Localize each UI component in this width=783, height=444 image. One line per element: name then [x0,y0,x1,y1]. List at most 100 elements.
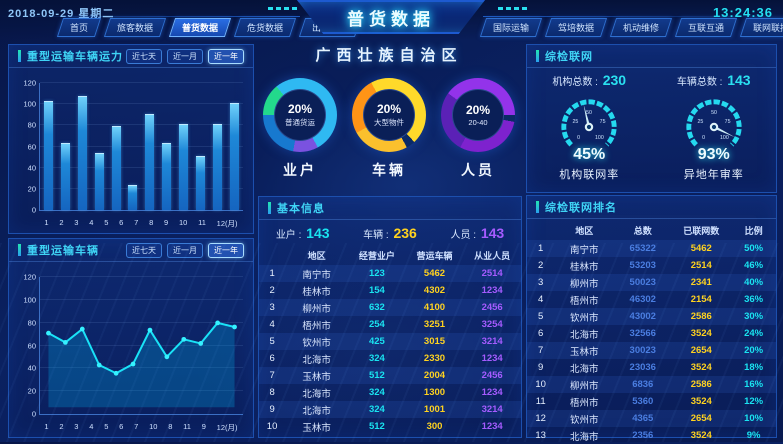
panel-accent [18,50,21,62]
table-row: 5 钦州市 425 3015 3214 [259,333,521,350]
tab-right-2[interactable]: 机动维修 [609,18,673,37]
column-header [527,221,554,240]
table-row: 2 桂林市 154 4302 1234 [259,282,521,299]
table-row: 12 钦州市 4365 2654 10% [527,410,776,427]
stat-value: 143 [727,72,751,88]
donut-charts: 20% 普通货运 业户 20% 大型物件 车辆 20% 20-40 人员 [258,78,520,180]
tab-label: 互联互通 [688,23,725,33]
bar [128,184,138,210]
table-cell: 53203 [629,260,656,271]
tab-left-0[interactable]: 首页 [56,18,102,37]
gauge-dial: 0 25 50 75 100 [686,99,742,147]
filter-btn-0[interactable]: 近七天 [126,48,162,64]
filter-btn-1[interactable]: 近一月 [167,48,203,64]
table-cell: 2654 [690,345,712,356]
x-tick-label: 4 [89,422,94,431]
stat-2: 人员 : 143 [450,225,504,243]
x-tick-label: 4 [89,218,94,227]
header: 2018-09-29 星期二 13:24:36 首页旅客数据普货数据危货数据出租… [0,0,783,40]
table-cell: 65322 [629,243,656,254]
bar [77,95,87,210]
table-cell: 9% [746,430,761,441]
filter-btn-2[interactable]: 近一年 [208,242,244,258]
filter-btn-2[interactable]: 近一年 [208,48,244,64]
table-cell: 北海市 [569,329,599,341]
tab-right-4[interactable]: 联网联控 [739,18,783,37]
donut-label: 人员 [461,162,495,178]
table-cell: 30023 [629,345,656,356]
table-cell: 2456 [481,370,503,381]
gridline [40,276,243,277]
table-cell: 3254 [481,319,503,330]
table-row: 3 柳州市 50023 2341 40% [527,274,776,291]
x-tick-label: 2 [59,218,64,227]
region-title: 广西壮族自治区 [315,47,463,64]
bar [43,101,53,210]
tab-label: 危货数据 [247,23,284,33]
table-cell: 1234 [481,387,503,398]
donut-center: 20% 20-40 [441,78,515,152]
table-cell: 18% [744,362,764,373]
gridline [40,187,243,189]
x-tick-label: 7 [134,422,139,431]
table-cell: 4302 [423,285,446,296]
column-header: 比例 [744,226,763,236]
table-row: 4 梧州市 254 3251 3254 [259,316,521,333]
table-cell: 254 [368,319,385,330]
tab-right-3[interactable]: 互联互通 [674,18,738,37]
panel-title: 重型运输车辆运力 [27,51,123,63]
table-cell: 5 [269,336,275,347]
header-date: 2018-09-29 星期二 [8,8,115,20]
bar [145,113,155,210]
y-tick-label: 120 [23,78,36,88]
table-cell: 10% [744,413,764,424]
stat-1: 车辆总数 : 143 [677,72,751,90]
tab-left-2[interactable]: 普货数据 [168,18,232,37]
table-cell: 43002 [629,311,656,322]
line-chart: 0 20 40 60 80 100 120 1 2 3 4 5 6 7 10 8 11 9 12(月) [9,265,253,437]
tab-right-0[interactable]: 国际运输 [479,18,543,37]
table-cell: 3214 [481,404,503,415]
table-cell: 123 [368,268,385,279]
table-cell: 4 [538,294,544,305]
y-tick-label: 60 [27,142,36,151]
tab-right-1[interactable]: 驾培数据 [544,18,608,37]
filter-btn-1[interactable]: 近一月 [167,242,203,258]
donut-percent: 20% [287,102,313,116]
x-tick-label: 9 [201,422,206,431]
gridline [40,298,243,300]
gridline [40,166,243,168]
filter-btn-0[interactable]: 近七天 [126,242,162,258]
gauge-label: 机构联网率 [559,169,620,181]
panel-network-ranking: 综检联网排名 地区 总数 已联网数 比例 1 南宁市 65322 5462 50% 2 桂林市 532… [526,195,777,443]
gauge-1: 0 25 50 75 100 93% 异地年审率 [659,92,769,182]
table-cell: 2456 [481,302,503,313]
y-tick-label: 20 [27,184,36,194]
table-cell: 桂林市 [302,286,331,298]
table-cell: 46302 [629,294,656,305]
gridline [40,390,243,392]
tab-left-3[interactable]: 危货数据 [233,18,297,37]
tab-left-1[interactable]: 旅客数据 [103,18,167,37]
column-header: 从业人员 [474,251,511,261]
stat-value: 143 [306,225,330,241]
page-title: 普货数据 [347,9,435,29]
table-cell: 2586 [690,379,712,390]
table-row: 11 梧州市 5360 3524 12% [527,393,776,410]
table-cell: 324 [368,404,385,415]
table-cell: 5462 [690,243,712,254]
panel-accent [18,244,21,256]
table-cell: 玉林市 [302,371,331,383]
table-cell: 36% [744,294,764,305]
table-row: 5 钦州市 43002 2586 30% [527,308,776,325]
stat-1: 车辆 : 236 [363,225,417,243]
bar-chart-x-labels: 1 2 3 4 5 6 7 8 9 10 11 12(月) [39,218,243,229]
x-tick-label: 11 [183,422,191,431]
y-tick-label: 100 [23,99,36,109]
gauge-dial: 0 25 50 75 100 [561,99,617,147]
y-tick-label: 120 [23,272,36,282]
donut-sublabel: 大型物件 [374,118,404,127]
donut-label: 车辆 [372,162,406,178]
table-header-row: 地区 经营业户 营运车辆 从业人员 [259,246,521,265]
y-tick-label: 0 [31,205,36,215]
